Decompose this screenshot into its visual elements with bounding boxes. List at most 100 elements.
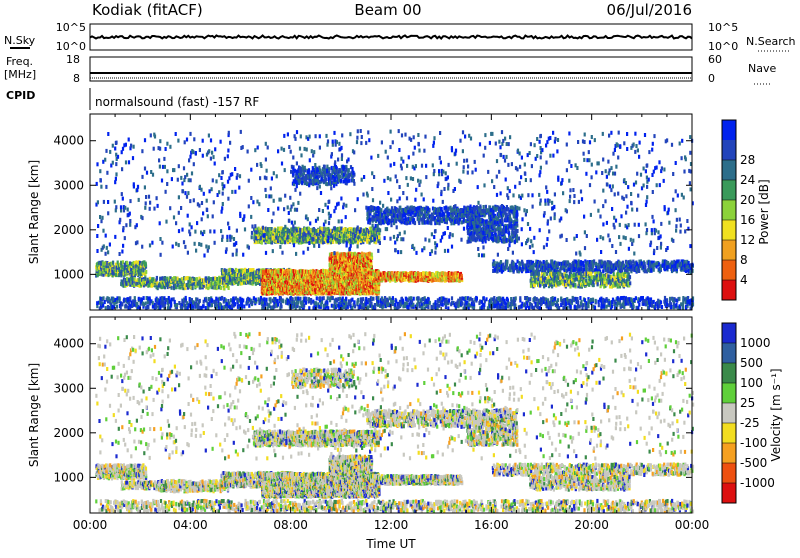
echo-cell — [366, 291, 369, 296]
echo-cell — [166, 282, 169, 287]
echo-cell — [682, 296, 685, 300]
echo-cell — [313, 287, 317, 292]
echo-cell — [622, 300, 625, 305]
echo-cell — [127, 301, 130, 306]
echo-cell — [397, 271, 400, 276]
echo-cell — [345, 268, 348, 273]
echo-cell — [665, 302, 669, 307]
echo-cell — [648, 302, 652, 307]
echo-cell — [499, 303, 502, 308]
echo-cell — [535, 297, 538, 302]
echo-cell — [167, 303, 170, 307]
echo-cell — [100, 303, 103, 308]
echo-cell — [257, 268, 260, 273]
echo-cell — [130, 267, 133, 272]
echo-cell — [691, 302, 695, 307]
echo-cell — [493, 302, 496, 307]
echo-cell — [200, 305, 203, 310]
echo-cell — [496, 296, 499, 301]
echo-cell — [252, 296, 255, 301]
echo-cell — [261, 299, 264, 304]
echo-cell — [372, 272, 375, 277]
echo-cell — [691, 296, 695, 301]
echo-cell — [343, 298, 346, 303]
echo-cell — [340, 279, 343, 283]
echo-cell — [548, 301, 551, 306]
echo-cell — [644, 298, 647, 303]
echo-cell — [231, 299, 234, 304]
echo-cell — [228, 280, 231, 285]
echo-cell — [405, 300, 408, 305]
echo-cell — [495, 299, 498, 304]
echo-cell — [198, 276, 201, 281]
echo-cell — [504, 301, 507, 306]
echo-cell — [147, 296, 150, 301]
echo-cell — [298, 305, 301, 310]
echo-cell — [97, 271, 101, 276]
echo-cell — [165, 298, 168, 302]
echo-cell — [414, 304, 417, 309]
echo-cell — [179, 278, 182, 283]
echo-cell — [590, 301, 593, 305]
echo-cell — [99, 300, 102, 305]
echo-cell — [175, 285, 178, 290]
echo-cell — [226, 276, 229, 281]
echo-cell — [453, 274, 456, 279]
echo-cell — [144, 282, 147, 287]
echo-cell — [524, 306, 527, 311]
echo-cell — [143, 279, 146, 283]
echo-cell — [670, 304, 673, 309]
echo-cell — [649, 297, 653, 302]
echo-cell — [457, 298, 460, 303]
echo-cell — [105, 269, 108, 274]
echo-cell — [248, 303, 251, 308]
echo-cell — [183, 303, 186, 308]
echo-cell — [173, 302, 177, 307]
echo-cell — [218, 285, 221, 290]
echo-cell — [613, 302, 616, 307]
echo-cell — [286, 298, 289, 303]
echo-cell — [358, 258, 361, 263]
echo-cell — [315, 301, 318, 306]
echo-cell — [184, 306, 187, 311]
echo-cell — [131, 283, 134, 287]
echo-cell — [669, 296, 672, 301]
echo-cell — [427, 305, 430, 310]
echo-cell — [137, 265, 140, 269]
echo-cell — [114, 297, 117, 302]
echo-cell — [319, 304, 322, 309]
echo-cell — [131, 279, 134, 283]
echo-cell — [234, 280, 238, 285]
echo-cell — [420, 297, 423, 302]
echo-cell — [300, 282, 303, 287]
echo-cell — [224, 298, 227, 303]
echo-cell — [360, 260, 363, 265]
nsky-trace — [89, 34, 693, 40]
cpid-text: normalsound (fast) -157 RF — [95, 95, 259, 109]
echo-cell — [345, 306, 348, 311]
echo-cell — [547, 306, 550, 310]
echo-cell — [284, 269, 287, 274]
echo-cell — [668, 303, 671, 308]
echo-cell — [346, 252, 349, 257]
echo-cell — [106, 305, 110, 309]
echo-cell — [176, 303, 179, 307]
echo-cell — [669, 302, 673, 307]
echo-cell — [329, 290, 332, 295]
echo-cell — [155, 278, 158, 283]
echo-cell — [118, 296, 121, 301]
echo-cell — [187, 279, 190, 284]
echo-cell — [512, 296, 515, 301]
echo-cell — [402, 300, 405, 305]
echo-cell — [403, 272, 406, 277]
echo-cell — [298, 290, 301, 295]
echo-cell — [468, 297, 471, 302]
echo-cell — [158, 300, 161, 305]
echo-cell — [214, 279, 217, 284]
echo-cell — [214, 276, 217, 281]
echo-cell — [234, 296, 237, 301]
echo-cell — [117, 267, 120, 272]
echo-cell — [362, 303, 365, 307]
echo-cell — [353, 300, 356, 305]
echo-cell — [259, 295, 263, 300]
